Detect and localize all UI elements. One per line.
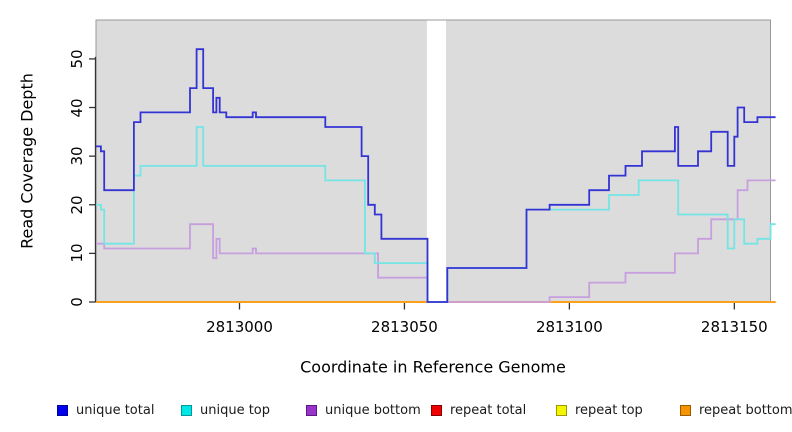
legend-swatch-icon [181, 404, 192, 416]
x-tick-label: 2813000 [206, 318, 273, 336]
legend-label: unique top [200, 402, 271, 418]
legend-label: repeat top [575, 402, 643, 418]
legend-swatch-icon [57, 404, 68, 416]
legend-swatch-icon [680, 404, 691, 416]
legend-item-unique-total: unique total [57, 402, 154, 418]
y-tick-label: 20 [68, 195, 86, 215]
legend-label: unique bottom [325, 402, 421, 418]
legend-item-unique-bottom: unique bottom [306, 402, 421, 418]
y-tick-label: 50 [68, 49, 86, 69]
legend-label: repeat total [450, 402, 527, 418]
y-axis-title: Read Coverage Depth [17, 73, 37, 249]
x-tick-label: 2813100 [535, 318, 603, 336]
zero-coverage-gap [426, 20, 447, 302]
legend-label: unique total [76, 402, 155, 418]
legend-item-repeat-total: repeat total [431, 402, 526, 418]
legend-item-repeat-top: repeat top [556, 402, 643, 418]
x-tick-label: 2813150 [700, 318, 768, 336]
legend-swatch-icon [306, 404, 317, 416]
y-tick-label: 0 [68, 297, 86, 307]
series-line-unique-total [96, 48, 776, 303]
legend-swatch-icon [556, 404, 567, 416]
legend-swatch-icon [431, 404, 442, 416]
legend-item-unique-top: unique top [181, 402, 270, 418]
y-tick-label: 10 [68, 243, 86, 263]
y-tick-label: 40 [68, 97, 86, 118]
legend-item-repeat-bottom: repeat bottom [680, 402, 792, 418]
legend-label: repeat bottom [699, 402, 792, 418]
x-axis-title: Coordinate in Reference Genome [300, 357, 566, 377]
x-tick-label: 2813050 [371, 318, 438, 336]
y-tick-label: 30 [68, 146, 86, 166]
